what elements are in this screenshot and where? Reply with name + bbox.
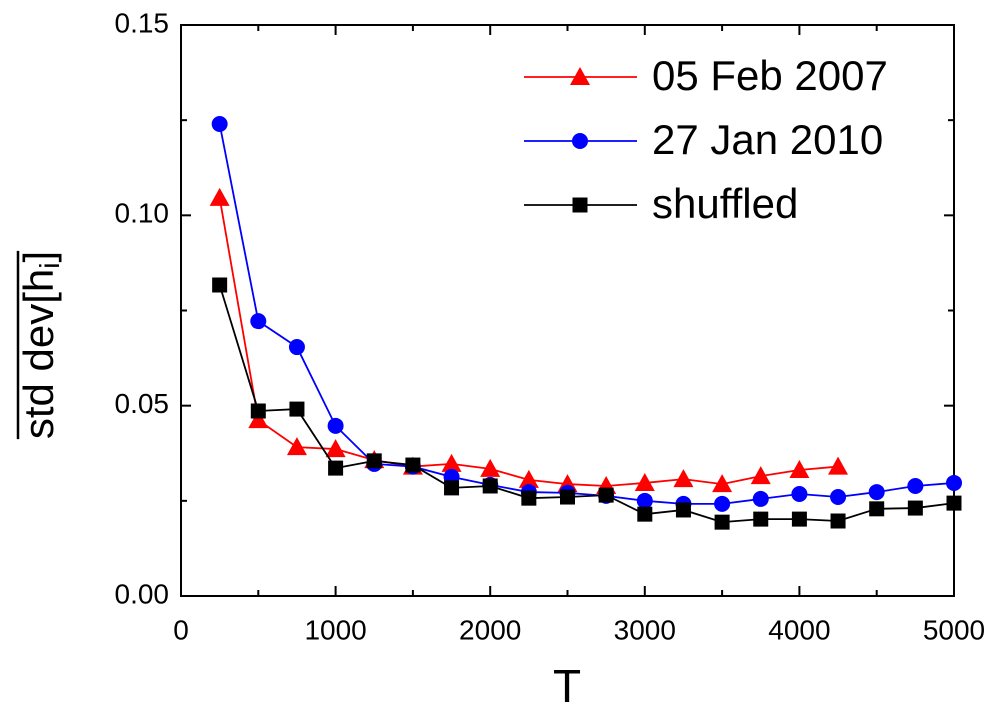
legend-label: 27 Jan 2010	[652, 116, 883, 163]
marker	[286, 437, 307, 456]
marker	[211, 115, 228, 132]
marker	[288, 339, 305, 356]
marker	[830, 513, 846, 529]
marker	[289, 401, 305, 417]
marker	[598, 487, 614, 503]
marker	[248, 410, 269, 429]
marker	[675, 502, 691, 518]
marker	[325, 439, 346, 458]
series-line	[218, 197, 839, 487]
marker	[250, 313, 267, 330]
marker	[753, 511, 769, 527]
marker	[482, 478, 498, 494]
marker	[405, 457, 421, 473]
x-tick-label: 4000	[768, 614, 830, 645]
legend-label: shuffled	[652, 180, 798, 227]
legend-marker	[572, 197, 588, 213]
marker	[712, 474, 733, 493]
marker	[480, 458, 501, 477]
marker	[907, 477, 924, 494]
marker	[791, 511, 807, 527]
marker	[750, 466, 771, 485]
marker	[868, 484, 885, 501]
marker	[209, 187, 230, 206]
marker	[830, 489, 847, 506]
marker	[634, 472, 655, 491]
y-tick-label: 0.05	[115, 388, 170, 419]
marker	[212, 277, 228, 293]
x-tick-label: 3000	[614, 614, 676, 645]
marker	[946, 495, 962, 511]
marker	[789, 459, 810, 478]
y-label-close: ]	[15, 251, 62, 263]
marker	[366, 453, 382, 469]
x-tick-label: 1000	[304, 614, 366, 645]
marker	[946, 474, 962, 491]
marker	[521, 490, 537, 506]
marker	[441, 453, 462, 472]
marker	[869, 501, 885, 517]
legend-marker	[572, 133, 588, 149]
marker	[907, 500, 923, 516]
y-tick-label: 0.00	[115, 578, 170, 609]
x-axis-label: T	[553, 660, 581, 712]
marker	[250, 403, 266, 419]
plot-frame	[180, 24, 955, 597]
legend-label: 05 Feb 2007	[652, 52, 888, 99]
marker	[518, 469, 539, 488]
series-line	[218, 123, 955, 505]
marker	[327, 417, 344, 434]
y-label-main: std dev[h	[15, 269, 62, 439]
y-label-subscript: i	[34, 262, 65, 268]
marker	[444, 480, 460, 496]
marker	[752, 490, 769, 507]
marker	[328, 460, 344, 476]
x-tick-label: 2000	[459, 614, 521, 645]
marker	[560, 489, 575, 505]
y-axis-label-text: std dev[hi]	[15, 251, 65, 439]
marker	[828, 456, 849, 475]
marker	[636, 492, 653, 509]
y-tick-label: 0.10	[115, 198, 170, 229]
series-line	[218, 284, 955, 524]
x-tick-label: 0	[173, 614, 189, 645]
marker	[791, 485, 808, 502]
y-tick-label: 0.15	[115, 7, 170, 38]
marker	[637, 506, 653, 522]
legend-marker	[570, 67, 590, 85]
marker	[673, 469, 694, 488]
y-axis-label: std dev[hi]	[15, 250, 65, 440]
marker	[714, 514, 730, 530]
x-tick-label: 5000	[923, 614, 985, 645]
marker	[714, 495, 731, 512]
